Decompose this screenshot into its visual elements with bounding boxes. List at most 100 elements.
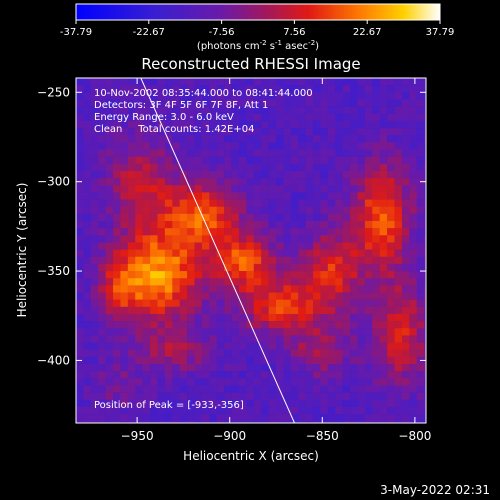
heatmap-cell	[224, 135, 232, 143]
heatmap-cell	[246, 385, 255, 393]
heatmap-cell	[350, 135, 358, 143]
heatmap-cell	[83, 170, 92, 179]
heatmap-cell	[416, 185, 425, 193]
heatmap-cell	[320, 256, 329, 265]
heatmap-cell	[335, 285, 343, 293]
heatmap-cell	[409, 364, 418, 372]
heatmap-cell	[379, 85, 388, 93]
heatmap-cell	[283, 120, 292, 129]
heatmap-cell	[216, 342, 225, 351]
heatmap-cell	[164, 335, 173, 343]
heatmap-cell	[194, 178, 203, 186]
heatmap-cell	[187, 313, 195, 322]
heatmap-cell	[76, 278, 84, 286]
heatmap-cell	[150, 421, 158, 423]
heatmap-cell	[113, 371, 121, 379]
heatmap-cell	[298, 414, 306, 422]
heatmap-cell	[379, 399, 388, 408]
x-tick-label: −900	[213, 429, 246, 443]
heatmap-cell	[238, 392, 247, 401]
heatmap-cell	[157, 378, 166, 386]
heatmap-cell	[327, 142, 336, 150]
heatmap-cell	[261, 321, 269, 329]
heatmap-cell	[142, 335, 151, 343]
heatmap-cell	[357, 278, 366, 286]
heatmap-cell	[179, 78, 188, 86]
heatmap-cell	[127, 364, 136, 372]
heatmap-cell	[320, 306, 329, 315]
heatmap-cell	[364, 321, 373, 329]
heatmap-cell	[113, 178, 121, 186]
heatmap-cell	[305, 378, 314, 386]
colorbar-tick-label: 7.56	[283, 27, 305, 38]
heatmap-cell	[187, 142, 195, 150]
heatmap-cell	[90, 256, 99, 265]
heatmap-cell	[342, 92, 351, 100]
info-line-time: 10-Nov-2002 08:35:44.000 to 08:41:44.000	[94, 88, 313, 99]
heatmap-cell	[224, 113, 232, 122]
heatmap-cell	[342, 406, 351, 415]
heatmap-cell	[201, 371, 210, 379]
heatmap-cell	[342, 228, 351, 236]
heatmap-cell	[90, 342, 99, 351]
heatmap-cell	[364, 392, 373, 401]
heatmap-cell	[401, 399, 410, 408]
heatmap-cell	[335, 192, 343, 200]
heatmap-cell	[268, 356, 277, 365]
heatmap-cell	[105, 85, 114, 93]
heatmap-cell	[83, 378, 92, 386]
heatmap-cell	[298, 156, 306, 165]
heatmap-cell	[127, 199, 136, 207]
heatmap-cell	[238, 106, 247, 115]
heatmap-cell	[379, 99, 388, 107]
heatmap-cell	[157, 149, 166, 157]
heatmap-cell	[179, 85, 188, 93]
heatmap-cell	[150, 271, 158, 279]
heatmap-cell	[424, 206, 426, 215]
heatmap-cell	[253, 213, 262, 222]
heatmap-cell	[290, 328, 299, 336]
heatmap-cell	[90, 163, 99, 172]
heatmap-cell	[305, 421, 314, 423]
heatmap-cell	[105, 135, 114, 143]
heatmap-cell	[113, 249, 121, 258]
heatmap-cell	[416, 306, 425, 315]
heatmap-cell	[409, 421, 418, 423]
heatmap-cell	[290, 170, 299, 179]
heatmap-cell	[357, 256, 366, 265]
heatmap-cell	[238, 213, 247, 222]
heatmap-cell	[372, 364, 381, 372]
heatmap-cell	[157, 299, 166, 308]
heatmap-cell	[350, 306, 358, 315]
heatmap-cell	[224, 378, 232, 386]
heatmap-cell	[172, 335, 181, 343]
heatmap-cell	[298, 221, 306, 229]
heatmap-cell	[90, 178, 99, 186]
heatmap-cell	[238, 371, 247, 379]
heatmap-cell	[120, 92, 129, 100]
heatmap-cell	[290, 249, 299, 258]
heatmap-cell	[379, 378, 388, 386]
heatmap-cell	[157, 256, 166, 265]
heatmap-cell	[172, 99, 181, 107]
heatmap-cell	[246, 213, 255, 222]
heatmap-cell	[416, 378, 425, 386]
heatmap-cell	[179, 178, 188, 186]
heatmap-cell	[201, 292, 210, 300]
heatmap-cell	[305, 228, 314, 236]
heatmap-cell	[231, 313, 240, 322]
heatmap-cell	[76, 335, 84, 343]
heatmap-cell	[394, 356, 403, 365]
heatmap-cell	[83, 199, 92, 207]
heatmap-cell	[135, 156, 143, 165]
heatmap-cell	[253, 178, 262, 186]
heatmap-cell	[187, 113, 195, 122]
heatmap-cell	[135, 356, 143, 365]
heatmap-cell	[246, 364, 255, 372]
heatmap-cell	[120, 120, 129, 129]
heatmap-cell	[172, 292, 181, 300]
heatmap-cell	[209, 371, 218, 379]
heatmap-cell	[76, 328, 84, 336]
heatmap-cell	[201, 142, 210, 150]
heatmap-cell	[379, 149, 388, 157]
